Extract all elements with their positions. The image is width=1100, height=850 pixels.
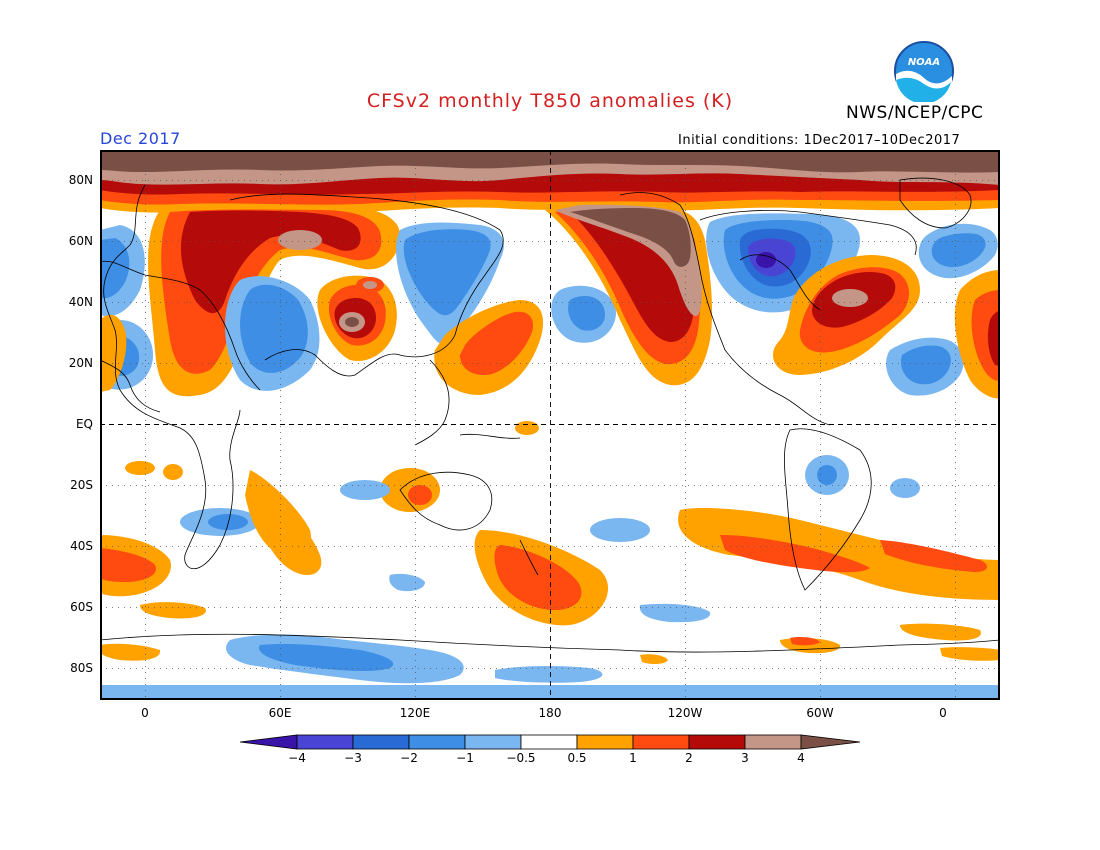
colorbar-bin	[408, 734, 466, 750]
colorbar-bin	[632, 734, 690, 750]
colorbar-label: −4	[288, 751, 306, 765]
lat-label-40n: 40N	[68, 295, 93, 309]
map-frame	[100, 150, 1000, 700]
equator-and-dateline	[100, 150, 1000, 700]
lon-label-120w: 120W	[667, 706, 703, 720]
lat-label-80n: 80N	[68, 173, 93, 187]
noaa-logo-icon: NOAA	[894, 41, 954, 102]
colorbar-bin	[744, 734, 802, 750]
hudson-bay-cold-anomaly	[706, 213, 860, 313]
colorbar-label: 1	[629, 751, 637, 765]
colorbar-label: −2	[400, 751, 418, 765]
colorbar-label: −0.5	[506, 751, 536, 765]
colorbar-bin	[520, 734, 578, 750]
lon-label-60e: 60E	[268, 706, 292, 720]
lat-label-eq: EQ	[75, 417, 93, 431]
lat-label-20s: 20S	[70, 478, 93, 492]
lon-label-120e: 120E	[399, 706, 431, 720]
western-russia-warm-anomaly	[148, 204, 400, 397]
colorbar-bin	[688, 734, 746, 750]
lat-label-20n: 20N	[68, 356, 93, 370]
colorbar	[240, 734, 861, 750]
colorbar-label: 2	[685, 751, 693, 765]
lon-label-0-west: 0	[141, 706, 149, 720]
map-title: CFSv2 monthly T850 anomalies (K)	[366, 90, 734, 112]
initial-conditions-label: Initial conditions: 1Dec2017–10Dec2017	[678, 133, 961, 148]
lat-label-60s: 60S	[70, 600, 93, 614]
north-pacific-anomalies	[434, 285, 616, 395]
arctic-warm-band	[100, 150, 1000, 213]
noaa-logo-text: NOAA	[908, 57, 940, 68]
antarctic-cold-band	[100, 634, 1000, 700]
colorbar-label: −3	[344, 751, 362, 765]
tibetan-plateau-warm-anomaly	[317, 275, 397, 361]
coastlines	[100, 177, 1000, 653]
graticule	[100, 150, 1000, 700]
lat-label-60n: 60N	[68, 234, 93, 248]
colorbar-bin	[464, 734, 522, 750]
lon-label-180: 180	[538, 706, 562, 720]
asia-cold-anomalies	[100, 222, 504, 391]
colorbar-bin	[296, 734, 354, 750]
lon-label-60w: 60W	[806, 706, 834, 720]
lat-label-40s: 40S	[70, 539, 93, 553]
colorbar-label: −1	[456, 751, 474, 765]
agency-label: NWS/NCEP/CPC	[846, 103, 984, 123]
lat-label-80s: 80S	[70, 661, 93, 675]
anomaly-map	[100, 150, 1000, 700]
north-atlantic-warm-anomaly	[772, 223, 998, 375]
colorbar-bin	[576, 734, 634, 750]
colorbar-label: 0.5	[567, 751, 587, 765]
colorbar-lower-arrow	[240, 734, 298, 750]
valid-month-label: Dec 2017	[100, 129, 181, 148]
lon-label-0-east: 0	[939, 706, 947, 720]
colorbar-label: 3	[741, 751, 749, 765]
colorbar-bin	[352, 734, 410, 750]
colorbar-upper-arrow	[800, 734, 861, 750]
southern-hemisphere-anomalies	[100, 421, 1000, 641]
colorbar-label: 4	[797, 751, 805, 765]
western-north-america-warm-anomaly	[545, 204, 713, 386]
